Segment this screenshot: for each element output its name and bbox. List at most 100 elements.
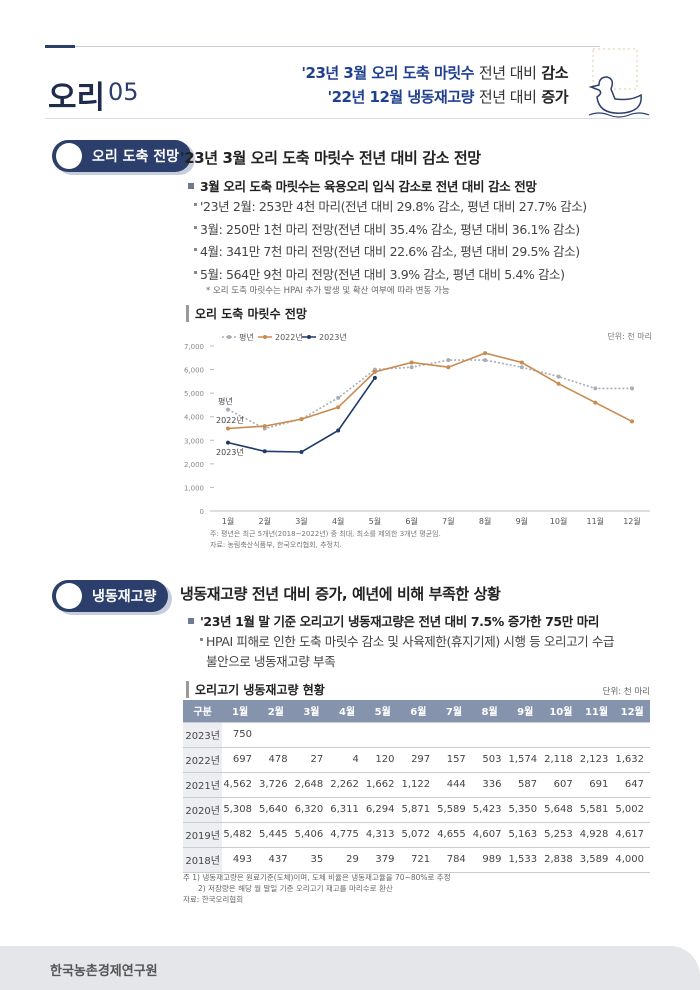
x-tick-label: 12월 [623,516,641,526]
heading: 냉동재고량 전년 대비 증가, 예년에 비해 부족한 상황 [180,585,501,603]
headline-key: '22년 12월 냉동재고량 [327,88,475,106]
cell: 2023년 [183,722,223,748]
cell: 691 [578,772,615,798]
point [262,424,267,429]
cell: 4,000 [614,847,650,873]
cell: 5,308 [222,797,258,823]
point [372,369,377,374]
point [483,358,488,363]
cell [329,722,365,748]
cell [507,722,544,748]
row: 2019년 5,482 5,445 5,406 4,775 4,313 5,072 4,655… [183,822,650,848]
cell: 2,123 [578,747,615,773]
cell: 1,632 [614,747,650,773]
cell: 379 [364,847,401,873]
point [556,374,561,379]
point [372,375,377,380]
cell: 120 [364,747,401,773]
x-tick-label: 4월 [332,516,344,526]
cell: 5,406 [293,822,330,848]
header-cell: 5월 [364,700,401,723]
cell: 4 [329,747,365,773]
item: 3월: 250만 1천 마리 전망(전년 대비 35.4% 감소, 평년 대비 … [200,221,580,237]
header-cell: 9월 [507,700,544,723]
cell: 1,574 [507,747,544,773]
item: '23년 2월: 253만 4천 마리(전년 대비 29.8% 감소, 평년 대… [200,199,587,214]
cell: 4,313 [364,822,401,848]
header-cell: 3월 [293,700,330,723]
x-tick-label: 10월 [550,516,568,526]
line [227,377,376,453]
item-dot [194,203,197,206]
cell: 5,482 [222,822,258,848]
cell [400,722,437,748]
cell: 5,581 [578,797,615,823]
headline: '23년 3월 오리 도축 마릿수 전년 대비 감소 [301,62,568,83]
legend-marker [227,335,231,339]
cell: 29 [329,847,365,873]
cell: 444 [436,772,472,798]
point [630,386,634,391]
item: 5월: 564만 9천 마리 전망(전년 대비 3.9% 감소, 평년 대비 5… [200,266,565,282]
cell: 750 [222,722,258,748]
cell: 647 [614,772,650,798]
y-tick-label: 3,000 [184,437,204,445]
cell: 5,253 [543,822,579,848]
cell: 35 [293,847,330,873]
cell: 5,445 [257,822,294,848]
pattern [592,48,638,90]
x-tick-label: 8월 [479,516,491,526]
note: * 오리 도축 마릿수는 HPAI 추가 발생 및 확산 여부에 따라 변동 가… [206,286,450,296]
point [556,381,561,386]
cell [614,722,650,748]
cell: 2018년 [183,847,223,873]
row: 2018년 493 437 35 29 379 721 784 989 1,533 2,838 3,5… [183,847,650,873]
legend-label: 2023년 [319,332,347,342]
point [593,386,598,391]
tag-label: 오리 도축 전망 [92,149,180,165]
rule [45,118,650,119]
cell: 5,163 [507,822,544,848]
table-note: 자료: 한국오리협회 [183,895,244,904]
headline-text: 전년 대비 [478,64,537,82]
chart: 단위: 천 마리 0 1,000 2,000 3,000 4,000 5,000 6,000 7… [184,331,652,549]
point [336,395,341,400]
annotation: 2023년 [216,447,244,457]
point [299,417,304,422]
cell: 6,311 [329,797,365,823]
header-cell: 1월 [222,700,258,723]
cell [364,722,401,748]
bullet: 3월 오리 도축 마릿수는 육용오리 입식 감소로 전년 대비 감소 전망 [188,176,537,195]
point [630,419,634,424]
cell: 2022년 [183,747,223,773]
cell: 2020년 [183,797,223,823]
x-tick-label: 1월 [222,516,234,526]
y-tick-label: 0 [200,508,204,516]
row: 2022년 697 478 27 4 120 297 157 503 1,574 2,118 2,12… [183,747,650,773]
section-number: 05 [108,78,139,106]
cell: 3,589 [578,847,615,873]
row: 2021년 4,562 3,726 2,648 2,262 1,662 1,122 444 33… [183,772,650,798]
point [593,400,598,405]
item-dot [194,248,197,251]
tag-label: 냉동재고량 [92,589,157,605]
cell: 587 [507,772,544,798]
point [336,428,341,433]
cell: 5,002 [614,797,650,823]
x-tick-label: 11월 [586,516,604,526]
unit: 단위: 천 마리 [607,331,652,341]
cell [257,722,294,748]
point [483,351,488,356]
cell: 4,562 [222,772,258,798]
cell [293,722,330,748]
cell: 478 [257,747,294,773]
cell: 336 [471,772,508,798]
point [409,365,414,370]
point [226,426,230,431]
headline-key: '23년 3월 오리 도축 마릿수 [301,64,474,82]
cell: 2,262 [329,772,365,798]
header-cell: 6월 [400,700,437,723]
cell: 157 [436,747,472,773]
header-cell: 구분 [183,700,223,723]
item: 불안으로 냉동재고량 부족 [206,654,336,669]
